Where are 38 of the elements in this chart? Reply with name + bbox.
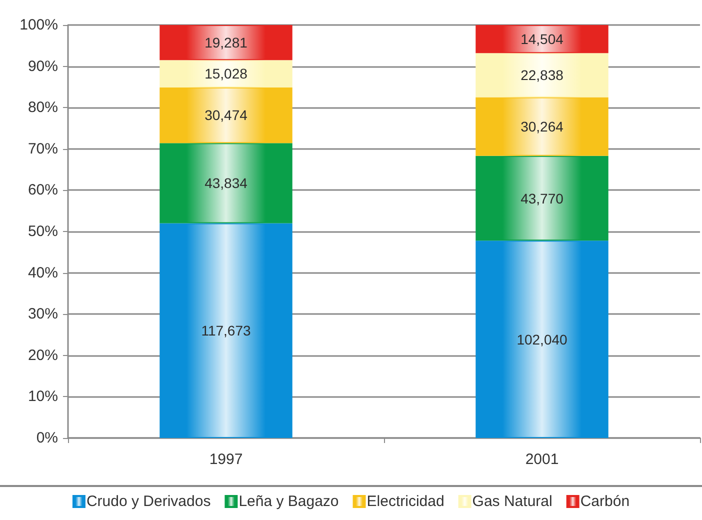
annotation: 117,673 <box>201 322 251 339</box>
bar <box>476 97 608 156</box>
x-tick-label: 2001 <box>525 451 559 468</box>
legend-label: Electricidad <box>366 493 444 510</box>
y-tick-label: 80% <box>28 99 58 116</box>
annotation: 43,834 <box>204 175 248 192</box>
y-tick-label: 100% <box>20 16 58 34</box>
bar <box>160 87 292 144</box>
annotation: 15,028 <box>204 66 248 82</box>
bar <box>160 60 292 88</box>
y-tick-label: 70% <box>28 140 58 158</box>
annotation: 43,770 <box>520 190 564 206</box>
legend-label: Leña y Bagazo <box>238 493 339 510</box>
annotation: 14,504 <box>520 31 564 48</box>
x-tick-label: 1997 <box>209 451 243 468</box>
bar <box>160 25 292 60</box>
y-tick-label: 20% <box>28 346 58 364</box>
legend-label: Crudo y Derivados <box>86 493 211 510</box>
legend-label: Gas Natural <box>472 493 552 510</box>
y-tick-label: 40% <box>28 264 58 282</box>
y-tick-label: 10% <box>28 388 58 406</box>
bar <box>476 25 608 54</box>
legend-label: Carbón <box>580 493 630 510</box>
annotation: 19,281 <box>204 34 248 51</box>
annotation: 102,040 <box>516 331 568 348</box>
bar <box>476 156 608 241</box>
bar <box>160 223 292 438</box>
y-tick-label: 90% <box>28 58 58 75</box>
y-tick-label: 0% <box>36 430 58 446</box>
y-tick-label: 30% <box>28 306 58 323</box>
bar <box>476 240 608 438</box>
annotation: 30,474 <box>204 107 248 124</box>
y-tick-label: 50% <box>28 223 58 240</box>
annotation: 22,838 <box>520 67 564 84</box>
bar <box>160 143 292 224</box>
y-tick-label: 60% <box>28 182 58 199</box>
bar <box>476 53 608 98</box>
annotation: 30,264 <box>520 118 564 135</box>
